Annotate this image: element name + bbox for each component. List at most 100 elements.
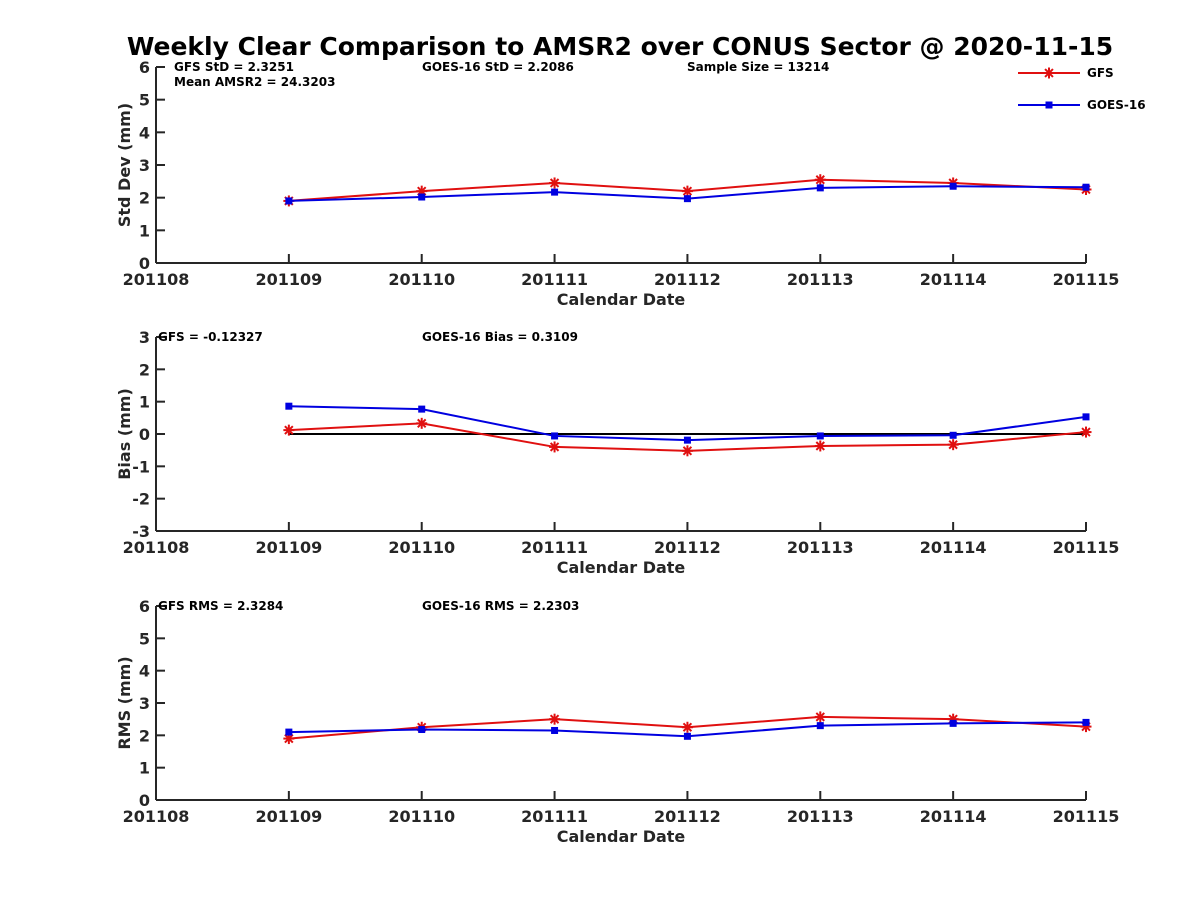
y-tick-label: -3 — [132, 522, 150, 541]
y-tick-label: 4 — [139, 662, 150, 681]
y-tick-label: 3 — [139, 694, 150, 713]
stat-annotation: GOES-16 Bias = 0.3109 — [422, 330, 578, 344]
data-point — [285, 197, 293, 205]
y-axis-label: RMS (mm) — [115, 656, 134, 749]
data-point — [681, 445, 693, 457]
data-point — [947, 439, 959, 451]
data-point — [549, 441, 561, 453]
data-point — [551, 432, 559, 440]
x-tick-label: 201115 — [1053, 538, 1120, 557]
panel-bias: 201108 201109 201110 201111 201112 201113 2011… — [115, 328, 1119, 577]
y-tick-label: 1 — [139, 221, 150, 240]
data-point — [683, 436, 691, 444]
series-goes-16 — [285, 402, 1090, 444]
x-tick-label: 201111 — [521, 807, 588, 826]
x-tick-label: 201114 — [920, 270, 987, 289]
data-point — [283, 424, 295, 436]
x-tick-label: 201110 — [388, 270, 455, 289]
x-axis-label: Calendar Date — [557, 290, 686, 309]
x-tick-label: 201108 — [123, 270, 190, 289]
stat-annotation: Sample Size = 13214 — [687, 60, 829, 74]
stat-annotation: GFS = -0.12327 — [158, 330, 263, 344]
panel-std: 201108 201109 201110 201111 201112 201113 2011… — [115, 58, 1119, 309]
y-tick-label: 0 — [139, 791, 150, 810]
x-tick-label: 201113 — [787, 807, 854, 826]
data-point — [418, 726, 426, 734]
stat-annotation: GFS StD = 2.3251 — [174, 60, 294, 74]
y-tick-label: 6 — [139, 58, 150, 77]
data-point — [1082, 183, 1090, 191]
x-tick-label: 201113 — [787, 538, 854, 557]
data-point — [949, 182, 957, 190]
data-point — [418, 405, 426, 413]
data-point — [681, 721, 693, 733]
x-tick-label: 201112 — [654, 270, 721, 289]
data-point — [1082, 413, 1090, 421]
y-tick-label: 2 — [139, 189, 150, 208]
legend-item-gfs: GFS — [1018, 66, 1114, 80]
chart-title: Weekly Clear Comparison to AMSR2 over CO… — [127, 32, 1113, 61]
y-tick-label: 6 — [139, 597, 150, 616]
x-tick-label: 201108 — [123, 807, 190, 826]
data-point — [683, 195, 691, 203]
x-tick-label: 201113 — [787, 270, 854, 289]
y-tick-label: -1 — [132, 457, 150, 476]
y-tick-label: 1 — [139, 393, 150, 412]
y-tick-label: 0 — [139, 254, 150, 273]
y-tick-label: 0 — [139, 425, 150, 444]
legend-marker — [1043, 67, 1055, 79]
data-point — [549, 177, 561, 189]
legend-item-goes-16: GOES-16 — [1018, 98, 1146, 112]
data-point — [418, 193, 426, 201]
data-point — [1080, 426, 1092, 438]
y-tick-label: 1 — [139, 759, 150, 778]
y-axis-label: Std Dev (mm) — [115, 103, 134, 227]
data-point — [1082, 718, 1090, 726]
legend-label: GOES-16 — [1087, 98, 1146, 112]
y-tick-label: 5 — [139, 91, 150, 110]
data-point — [551, 726, 559, 734]
data-point — [814, 440, 826, 452]
data-point — [549, 713, 561, 725]
legend-label: GFS — [1087, 66, 1114, 80]
data-point — [683, 732, 691, 740]
series-gfs — [283, 417, 1092, 457]
x-axis-label: Calendar Date — [557, 558, 686, 577]
data-point — [816, 184, 824, 192]
panels: 201108 201109 201110 201111 201112 201113 2011… — [115, 58, 1119, 846]
x-tick-label: 201108 — [123, 538, 190, 557]
x-tick-label: 201110 — [388, 538, 455, 557]
stat-annotation: Mean AMSR2 = 24.3203 — [174, 75, 335, 89]
data-point — [816, 722, 824, 730]
y-tick-label: -2 — [132, 490, 150, 509]
x-tick-label: 201109 — [255, 270, 322, 289]
stat-annotation: GFS RMS = 2.3284 — [158, 599, 283, 613]
x-tick-label: 201114 — [920, 538, 987, 557]
series-goes-16 — [285, 718, 1090, 740]
y-tick-label: 5 — [139, 629, 150, 648]
data-point — [816, 432, 824, 440]
data-point — [551, 188, 559, 196]
stat-annotation: GOES-16 RMS = 2.2303 — [422, 599, 579, 613]
x-tick-label: 201112 — [654, 538, 721, 557]
series-goes-16 — [285, 182, 1090, 205]
data-point — [814, 174, 826, 186]
legend: GFS GOES-16 — [1018, 66, 1146, 112]
data-point — [416, 417, 428, 429]
x-axis-label: Calendar Date — [557, 827, 686, 846]
x-tick-label: 201109 — [255, 807, 322, 826]
x-tick-label: 201109 — [255, 538, 322, 557]
y-axis-label: Bias (mm) — [115, 388, 134, 480]
y-tick-label: 3 — [139, 328, 150, 347]
data-point — [285, 728, 293, 736]
x-tick-label: 201114 — [920, 807, 987, 826]
stat-annotation: GOES-16 StD = 2.2086 — [422, 60, 574, 74]
x-tick-label: 201111 — [521, 538, 588, 557]
x-tick-label: 201111 — [521, 270, 588, 289]
legend-marker — [1045, 101, 1053, 109]
panel-rms: 201108 201109 201110 201111 201112 201113 2011… — [115, 597, 1119, 846]
data-point — [283, 733, 295, 745]
data-point — [285, 402, 293, 410]
x-tick-label: 201112 — [654, 807, 721, 826]
y-tick-label: 2 — [139, 726, 150, 745]
